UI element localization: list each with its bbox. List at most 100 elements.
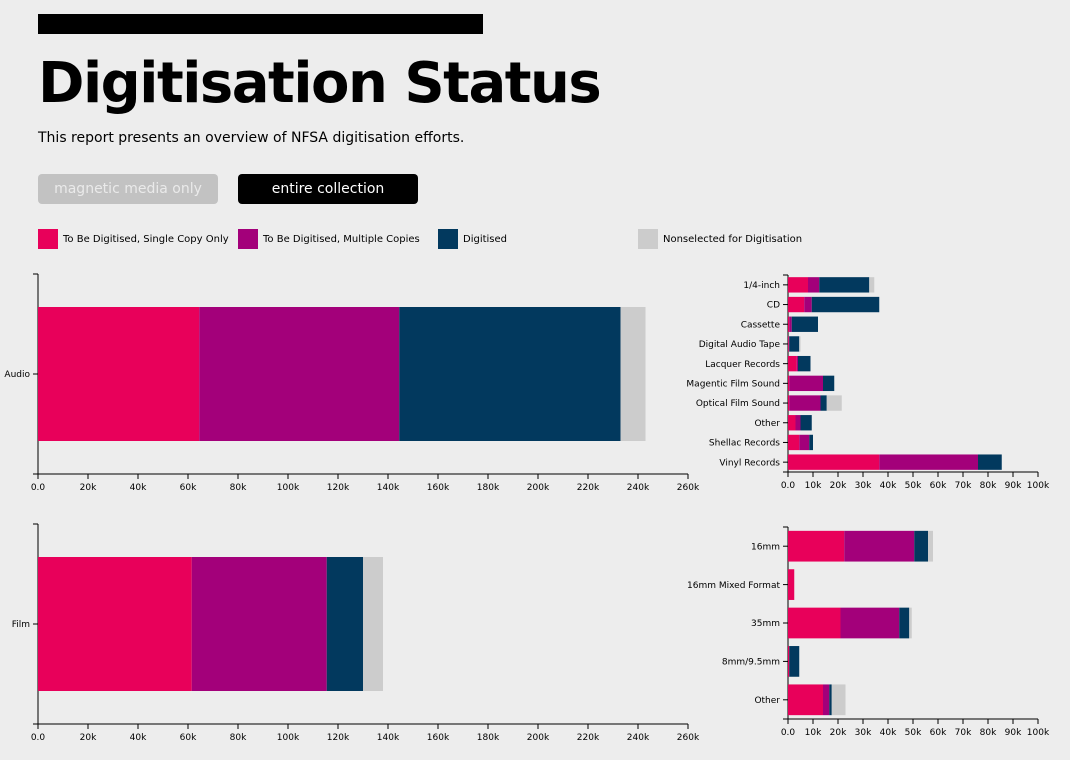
chart-1-y-label-magentic-film-sound: Magentic Film Sound bbox=[686, 380, 780, 390]
chart-1-bar-magentic-film-sound-to-be-digitised-single-copy-only bbox=[788, 375, 790, 392]
chart-0-x-tick-label-13: 260k bbox=[677, 483, 700, 493]
chart-2-bar-film-digitised bbox=[326, 557, 363, 691]
chart-1-x-tick-label-8: 80k bbox=[980, 481, 997, 491]
chart-3-x-tick-label-6: 60k bbox=[930, 728, 947, 738]
chart-2-x-tick-label-12: 240k bbox=[627, 733, 650, 743]
chart-1-bar-magentic-film-sound-to-be-digitised-multiple-copies bbox=[789, 375, 823, 392]
chart-1-x-tick-label-5: 50k bbox=[905, 481, 922, 491]
chart-0-bar-audio-nonselected-for-digitisation bbox=[620, 307, 646, 441]
chart-2-x-tick-label-5: 100k bbox=[277, 733, 300, 743]
chart-0-x-tick-label-11: 220k bbox=[577, 483, 600, 493]
chart-2-x-tick-label-10: 200k bbox=[527, 733, 550, 743]
chart-0-x-tick-label-3: 60k bbox=[180, 483, 197, 493]
chart-3-y-label-16mm: 16mm bbox=[751, 542, 780, 552]
chart-2-x-tick-label-2: 40k bbox=[130, 733, 147, 743]
chart-1-x-tick-label-2: 20k bbox=[830, 481, 847, 491]
legend-swatch-nonselected bbox=[638, 229, 658, 249]
chart-3-bar-other-to-be-digitised-multiple-copies bbox=[823, 684, 830, 716]
header-bar bbox=[38, 14, 483, 34]
chart-3-bar-16mm-nonselected-for-digitisation bbox=[928, 530, 933, 562]
chart-3-bar-16mm-mixed-format-to-be-digitised-single-copy-only bbox=[788, 569, 795, 600]
chart-1-bar-cassette-digitised bbox=[791, 316, 818, 332]
chart-1-bar-cd-to-be-digitised-single-copy-only bbox=[788, 296, 805, 313]
page-subtitle: This report presents an overview of NFSA… bbox=[38, 130, 465, 146]
chart-0-x-tick-label-2: 40k bbox=[130, 483, 147, 493]
chart-3-x-tick-label-2: 20k bbox=[830, 728, 847, 738]
chart-3-bar-35mm-digitised bbox=[899, 607, 910, 639]
legend-item-multiple-copies: To Be Digitised, Multiple Copies bbox=[238, 229, 420, 249]
chart-3-bar-other-to-be-digitised-single-copy-only bbox=[788, 684, 823, 716]
chart-1-bar-other-digitised bbox=[800, 415, 812, 431]
chart-3-x-tick-label-1: 10k bbox=[805, 728, 822, 738]
chart-2-bar-film-nonselected-for-digitisation bbox=[363, 557, 383, 691]
chart-1-bar-cassette-to-be-digitised-single-copy-only bbox=[788, 316, 790, 332]
entire-collection-button[interactable]: entire collection bbox=[238, 174, 418, 204]
chart-3-x-tick-label-0: 0.0 bbox=[781, 728, 796, 738]
page-title: Digitisation Status bbox=[38, 51, 602, 116]
chart-2-x-tick-label-4: 80k bbox=[230, 733, 247, 743]
chart-0-x-tick-label-10: 200k bbox=[527, 483, 550, 493]
chart-3-bar-16mm-to-be-digitised-single-copy-only bbox=[788, 530, 845, 562]
chart-1-bar-1-4-inch-to-be-digitised-multiple-copies bbox=[808, 277, 820, 293]
chart-3-x-tick-label-5: 50k bbox=[905, 728, 922, 738]
chart-1-bar-magentic-film-sound-digitised bbox=[823, 375, 835, 392]
chart-3-x-tick-label-4: 40k bbox=[880, 728, 897, 738]
chart-1-x-tick-label-0: 0.0 bbox=[781, 481, 796, 491]
chart-0-x-tick-label-9: 180k bbox=[477, 483, 500, 493]
legend-label-multiple-copies: To Be Digitised, Multiple Copies bbox=[263, 233, 420, 245]
chart-2-y-label-film: Film bbox=[12, 620, 30, 630]
chart-2-bar-film-to-be-digitised-multiple-copies bbox=[191, 557, 327, 691]
chart-1-bar-vinyl-records-to-be-digitised-multiple-copies bbox=[879, 454, 978, 470]
chart-1-bar-other-to-be-digitised-single-copy-only bbox=[788, 415, 796, 431]
legend-swatch-digitised bbox=[438, 229, 458, 249]
chart-1-bar-shellac-records-to-be-digitised-single-copy-only bbox=[788, 434, 800, 451]
chart-0-x-tick-label-7: 140k bbox=[377, 483, 400, 493]
chart-1-bar-cd-to-be-digitised-multiple-copies bbox=[804, 296, 812, 313]
chart-3-bar-other-nonselected-for-digitisation bbox=[831, 684, 846, 716]
chart-0-x-tick-label-12: 240k bbox=[627, 483, 650, 493]
chart-0-y-label-audio: Audio bbox=[4, 370, 30, 380]
chart-2-x-tick-label-1: 20k bbox=[80, 733, 97, 743]
chart-1-bar-lacquer-records-digitised bbox=[798, 355, 811, 372]
chart-1-y-label-lacquer-records: Lacquer Records bbox=[705, 360, 780, 370]
chart-1-y-label-digital-audio-tape: Digital Audio Tape bbox=[699, 340, 781, 350]
chart-1-bar-vinyl-records-digitised bbox=[978, 454, 1002, 470]
chart-1-y-label-cd: CD bbox=[767, 301, 780, 311]
chart-3-bar-8mm-9-5mm-to-be-digitised-single-copy-only bbox=[788, 646, 790, 677]
chart-1-x-tick-label-1: 10k bbox=[805, 481, 822, 491]
chart-1-y-label-shellac-records: Shellac Records bbox=[709, 439, 780, 449]
chart-1-bar-digital-audio-tape-nonselected-for-digitisation bbox=[799, 336, 801, 352]
chart-1-bar-1-4-inch-nonselected-for-digitisation bbox=[869, 277, 875, 293]
chart-1-x-tick-label-4: 40k bbox=[880, 481, 897, 491]
chart-3-bar-35mm-nonselected-for-digitisation bbox=[909, 607, 912, 639]
chart-1-bar-lacquer-records-to-be-digitised-multiple-copies bbox=[796, 355, 798, 372]
chart-1-y-label-cassette: Cassette bbox=[741, 320, 781, 330]
chart-1-y-label-vinyl-records: Vinyl Records bbox=[719, 458, 780, 468]
chart-2-bar-film-to-be-digitised-single-copy-only bbox=[38, 557, 192, 691]
chart-2-x-tick-label-13: 260k bbox=[677, 733, 700, 743]
chart-1-bar-digital-audio-tape-to-be-digitised-single-copy-only bbox=[788, 336, 789, 352]
legend-swatch-multiple-copies bbox=[238, 229, 258, 249]
legend-item-digitised: Digitised bbox=[438, 229, 507, 249]
chart-3-x-tick-label-9: 90k bbox=[1005, 728, 1022, 738]
chart-3-bar-8mm-9-5mm-digitised bbox=[789, 646, 800, 677]
chart-1-x-tick-label-7: 70k bbox=[955, 481, 972, 491]
chart-3-bar-35mm-to-be-digitised-single-copy-only bbox=[788, 607, 841, 639]
chart-3-y-label-8mm-9-5mm: 8mm/9.5mm bbox=[722, 658, 780, 668]
legend-label-single-copy: To Be Digitised, Single Copy Only bbox=[63, 233, 229, 245]
chart-3-x-tick-label-7: 70k bbox=[955, 728, 972, 738]
chart-0-x-tick-label-0: 0.0 bbox=[31, 483, 46, 493]
chart-0-x-tick-label-4: 80k bbox=[230, 483, 247, 493]
magnetic-media-only-button[interactable]: magnetic media only bbox=[38, 174, 218, 204]
chart-1-bar-1-4-inch-digitised bbox=[819, 277, 870, 293]
chart-1-y-label-optical-film-sound: Optical Film Sound bbox=[696, 399, 780, 409]
chart-0-x-tick-label-8: 160k bbox=[427, 483, 450, 493]
chart-1-bar-cassette-to-be-digitised-multiple-copies bbox=[789, 316, 792, 332]
chart-2-x-tick-label-9: 180k bbox=[477, 733, 500, 743]
chart-3-x-tick-label-8: 80k bbox=[980, 728, 997, 738]
chart-1-bar-optical-film-sound-to-be-digitised-single-copy-only bbox=[788, 395, 790, 411]
chart-0-x-tick-label-1: 20k bbox=[80, 483, 97, 493]
chart-0-bar-audio-to-be-digitised-single-copy-only bbox=[38, 307, 200, 441]
chart-3-x-tick-label-3: 30k bbox=[855, 728, 872, 738]
